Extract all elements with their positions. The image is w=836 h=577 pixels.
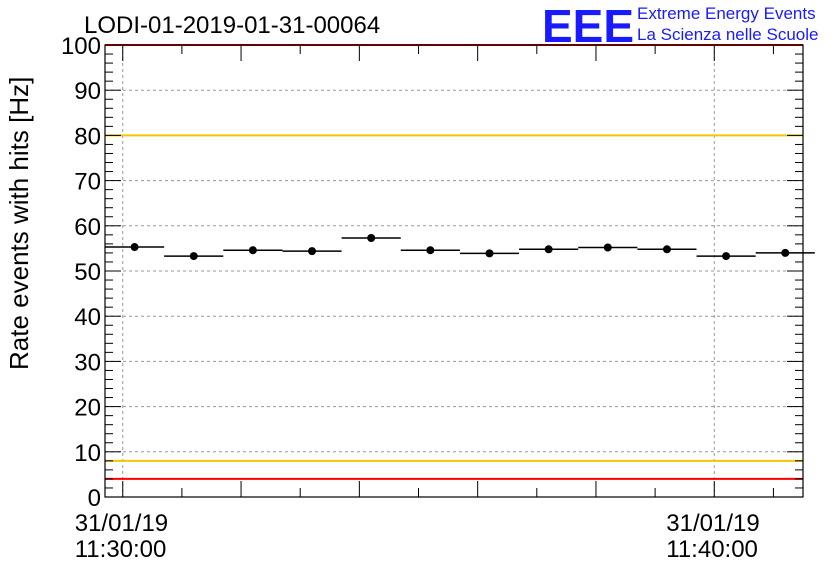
chart-title: LODI-01-2019-01-31-00064 [84,12,380,39]
x-tick-label-date: 31/01/19 [75,510,168,537]
data-point [426,246,435,255]
y-tick-label: 70 [74,169,101,196]
y-tick-label: 30 [74,349,101,376]
y-tick-label: 80 [74,123,101,150]
y-tick-label: 90 [74,78,101,105]
y-tick-label: 20 [74,395,101,422]
y-tick-label: 10 [74,440,101,467]
reference-lines [105,44,803,480]
data-point [189,252,198,261]
y-tick-label: 60 [74,214,101,241]
data-point [485,249,494,258]
logo-eee-text: EEE [542,0,634,52]
x-tick-label-time: 11:30:00 [75,536,167,563]
data-point [603,243,612,252]
logo-line-2: La Scienza nelle Scuole [637,25,818,44]
data-point [781,248,790,257]
data-point [308,247,317,256]
y-tick-label: 100 [61,33,101,60]
y-tick-label: 50 [74,259,101,286]
axes [104,44,804,498]
x-tick-label-time: 11:40:00 [666,536,758,563]
logo-line-1: Extreme Energy Events [637,4,816,23]
grid-layer [105,45,803,497]
data-point [248,246,257,255]
data-point [662,245,671,254]
x-tick-label-date: 31/01/19 [666,510,759,537]
data-points [105,234,815,261]
y-axis-label: Rate events with hits [Hz] [4,77,34,370]
data-point [130,243,139,252]
y-tick-label: 40 [74,304,101,331]
eee-logo: EEE Extreme Energy Events La Scienza nel… [542,0,818,52]
data-point [722,252,731,261]
y-tick-label: 0 [88,485,101,512]
data-point [367,234,376,243]
data-point [544,245,553,254]
labels: LODI-01-2019-01-31-00064 Rate events wit… [4,12,760,563]
